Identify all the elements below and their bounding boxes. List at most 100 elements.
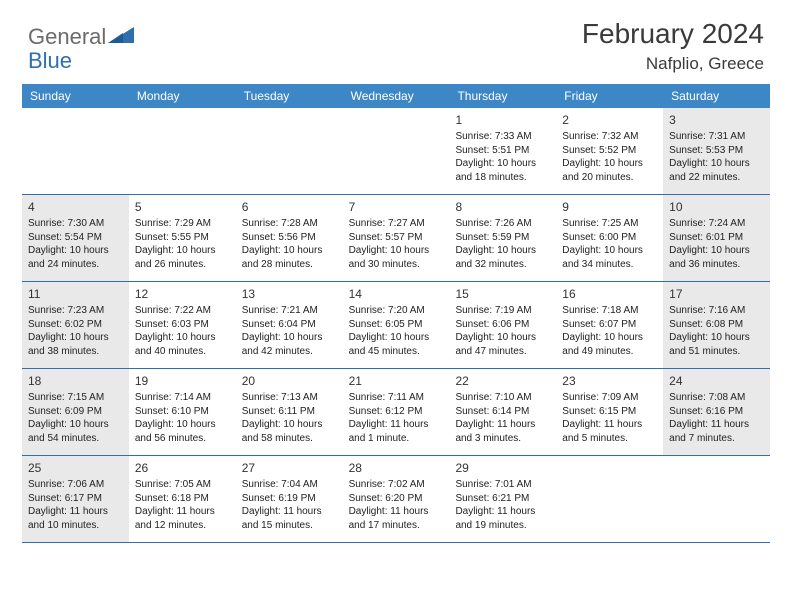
calendar-week: 25Sunrise: 7:06 AMSunset: 6:17 PMDayligh… xyxy=(22,456,770,543)
daylight-line-2: and 3 minutes. xyxy=(455,432,550,446)
daylight-line-2: and 58 minutes. xyxy=(242,432,337,446)
daylight-line-1: Daylight: 10 hours xyxy=(455,331,550,345)
daylight-line-2: and 34 minutes. xyxy=(562,258,657,272)
day-number: 1 xyxy=(455,112,550,128)
daylight-line-1: Daylight: 10 hours xyxy=(562,331,657,345)
sunset-line: Sunset: 6:20 PM xyxy=(349,492,444,506)
title-block: February 2024 Nafplio, Greece xyxy=(582,18,764,74)
daylight-line-2: and 26 minutes. xyxy=(135,258,230,272)
sunrise-line: Sunrise: 7:11 AM xyxy=(349,391,444,405)
calendar-cell: 18Sunrise: 7:15 AMSunset: 6:09 PMDayligh… xyxy=(22,369,129,455)
sunrise-line: Sunrise: 7:30 AM xyxy=(28,217,123,231)
daylight-line-2: and 1 minute. xyxy=(349,432,444,446)
daylight-line-2: and 19 minutes. xyxy=(455,519,550,533)
day-header-fri: Friday xyxy=(556,84,663,108)
sunrise-line: Sunrise: 7:15 AM xyxy=(28,391,123,405)
sunrise-line: Sunrise: 7:33 AM xyxy=(455,130,550,144)
daylight-line-2: and 36 minutes. xyxy=(669,258,764,272)
daylight-line-1: Daylight: 10 hours xyxy=(28,331,123,345)
daylight-line-1: Daylight: 10 hours xyxy=(349,244,444,258)
daylight-line-1: Daylight: 10 hours xyxy=(669,331,764,345)
location: Nafplio, Greece xyxy=(582,54,764,74)
sunrise-line: Sunrise: 7:08 AM xyxy=(669,391,764,405)
day-number: 7 xyxy=(349,199,444,215)
daylight-line-1: Daylight: 10 hours xyxy=(562,157,657,171)
logo-blue-text-wrap: Blue xyxy=(28,48,72,74)
sunset-line: Sunset: 6:04 PM xyxy=(242,318,337,332)
daylight-line-2: and 18 minutes. xyxy=(455,171,550,185)
daylight-line-1: Daylight: 11 hours xyxy=(135,505,230,519)
sunset-line: Sunset: 6:12 PM xyxy=(349,405,444,419)
calendar-cell xyxy=(556,456,663,542)
logo-text-general: General xyxy=(28,24,106,50)
day-header-thu: Thursday xyxy=(449,84,556,108)
daylight-line-2: and 7 minutes. xyxy=(669,432,764,446)
day-header-mon: Monday xyxy=(129,84,236,108)
sunrise-line: Sunrise: 7:20 AM xyxy=(349,304,444,318)
calendar-cell: 3Sunrise: 7:31 AMSunset: 5:53 PMDaylight… xyxy=(663,108,770,194)
calendar-week: 4Sunrise: 7:30 AMSunset: 5:54 PMDaylight… xyxy=(22,195,770,282)
calendar-cell: 27Sunrise: 7:04 AMSunset: 6:19 PMDayligh… xyxy=(236,456,343,542)
daylight-line-1: Daylight: 10 hours xyxy=(455,244,550,258)
calendar-cell xyxy=(22,108,129,194)
sunrise-line: Sunrise: 7:05 AM xyxy=(135,478,230,492)
calendar-cell: 25Sunrise: 7:06 AMSunset: 6:17 PMDayligh… xyxy=(22,456,129,542)
logo-triangle-icon xyxy=(108,27,134,48)
sunrise-line: Sunrise: 7:25 AM xyxy=(562,217,657,231)
daylight-line-1: Daylight: 11 hours xyxy=(349,418,444,432)
day-number: 27 xyxy=(242,460,337,476)
sunrise-line: Sunrise: 7:02 AM xyxy=(349,478,444,492)
daylight-line-2: and 56 minutes. xyxy=(135,432,230,446)
calendar-cell xyxy=(236,108,343,194)
sunset-line: Sunset: 6:09 PM xyxy=(28,405,123,419)
sunrise-line: Sunrise: 7:27 AM xyxy=(349,217,444,231)
calendar-cell: 17Sunrise: 7:16 AMSunset: 6:08 PMDayligh… xyxy=(663,282,770,368)
calendar-cell: 16Sunrise: 7:18 AMSunset: 6:07 PMDayligh… xyxy=(556,282,663,368)
daylight-line-2: and 38 minutes. xyxy=(28,345,123,359)
daylight-line-1: Daylight: 11 hours xyxy=(455,418,550,432)
sunset-line: Sunset: 6:08 PM xyxy=(669,318,764,332)
day-number: 18 xyxy=(28,373,123,389)
calendar-cell: 2Sunrise: 7:32 AMSunset: 5:52 PMDaylight… xyxy=(556,108,663,194)
daylight-line-2: and 20 minutes. xyxy=(562,171,657,185)
daylight-line-1: Daylight: 11 hours xyxy=(669,418,764,432)
daylight-line-1: Daylight: 10 hours xyxy=(455,157,550,171)
day-number: 8 xyxy=(455,199,550,215)
sunset-line: Sunset: 5:55 PM xyxy=(135,231,230,245)
sunset-line: Sunset: 6:17 PM xyxy=(28,492,123,506)
daylight-line-2: and 51 minutes. xyxy=(669,345,764,359)
header: General February 2024 Nafplio, Greece xyxy=(0,0,792,84)
calendar-cell: 1Sunrise: 7:33 AMSunset: 5:51 PMDaylight… xyxy=(449,108,556,194)
daylight-line-1: Daylight: 11 hours xyxy=(242,505,337,519)
daylight-line-2: and 42 minutes. xyxy=(242,345,337,359)
day-number: 3 xyxy=(669,112,764,128)
daylight-line-2: and 54 minutes. xyxy=(28,432,123,446)
day-number: 12 xyxy=(135,286,230,302)
daylight-line-2: and 5 minutes. xyxy=(562,432,657,446)
daylight-line-1: Daylight: 10 hours xyxy=(242,418,337,432)
sunset-line: Sunset: 6:18 PM xyxy=(135,492,230,506)
daylight-line-1: Daylight: 10 hours xyxy=(242,331,337,345)
day-header-sat: Saturday xyxy=(663,84,770,108)
sunrise-line: Sunrise: 7:29 AM xyxy=(135,217,230,231)
calendar-cell: 13Sunrise: 7:21 AMSunset: 6:04 PMDayligh… xyxy=(236,282,343,368)
calendar-cell: 11Sunrise: 7:23 AMSunset: 6:02 PMDayligh… xyxy=(22,282,129,368)
sunset-line: Sunset: 6:03 PM xyxy=(135,318,230,332)
daylight-line-1: Daylight: 10 hours xyxy=(135,331,230,345)
day-number: 11 xyxy=(28,286,123,302)
sunrise-line: Sunrise: 7:32 AM xyxy=(562,130,657,144)
daylight-line-1: Daylight: 11 hours xyxy=(562,418,657,432)
daylight-line-2: and 30 minutes. xyxy=(349,258,444,272)
daylight-line-1: Daylight: 10 hours xyxy=(28,244,123,258)
sunrise-line: Sunrise: 7:06 AM xyxy=(28,478,123,492)
sunrise-line: Sunrise: 7:09 AM xyxy=(562,391,657,405)
day-number: 13 xyxy=(242,286,337,302)
day-number: 2 xyxy=(562,112,657,128)
daylight-line-1: Daylight: 11 hours xyxy=(455,505,550,519)
calendar-body: 1Sunrise: 7:33 AMSunset: 5:51 PMDaylight… xyxy=(0,108,792,543)
day-number: 6 xyxy=(242,199,337,215)
daylight-line-2: and 10 minutes. xyxy=(28,519,123,533)
day-number: 4 xyxy=(28,199,123,215)
daylight-line-2: and 28 minutes. xyxy=(242,258,337,272)
calendar-cell xyxy=(129,108,236,194)
